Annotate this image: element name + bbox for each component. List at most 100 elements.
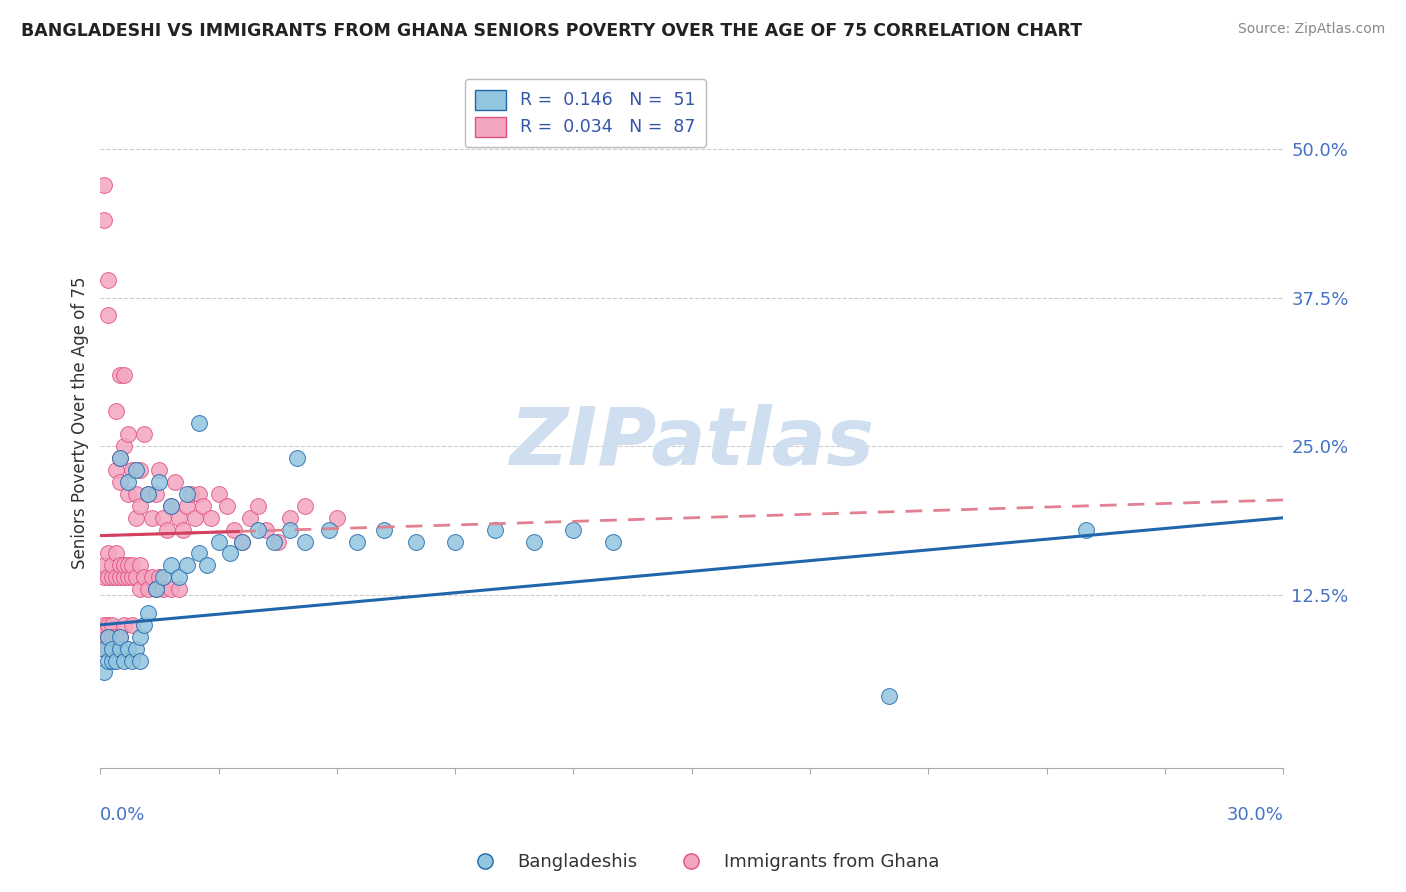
Point <box>108 558 131 573</box>
Point <box>108 630 131 644</box>
Point <box>184 510 207 524</box>
Point <box>121 463 143 477</box>
Point <box>125 463 148 477</box>
Point <box>97 618 120 632</box>
Point <box>602 534 624 549</box>
Point <box>128 499 150 513</box>
Point <box>215 499 238 513</box>
Text: BANGLADESHI VS IMMIGRANTS FROM GHANA SENIORS POVERTY OVER THE AGE OF 75 CORRELAT: BANGLADESHI VS IMMIGRANTS FROM GHANA SEN… <box>21 22 1083 40</box>
Point <box>105 463 128 477</box>
Point <box>160 499 183 513</box>
Point <box>176 487 198 501</box>
Point <box>128 558 150 573</box>
Point <box>326 510 349 524</box>
Point <box>167 582 190 597</box>
Point <box>132 427 155 442</box>
Point <box>97 630 120 644</box>
Point <box>877 690 900 704</box>
Point <box>278 523 301 537</box>
Point <box>346 534 368 549</box>
Point <box>195 558 218 573</box>
Point <box>287 451 309 466</box>
Point <box>121 618 143 632</box>
Point <box>165 475 187 489</box>
Point <box>176 558 198 573</box>
Point <box>167 510 190 524</box>
Point <box>1074 523 1097 537</box>
Point <box>187 416 209 430</box>
Point <box>93 558 115 573</box>
Point <box>219 546 242 560</box>
Point <box>101 654 124 668</box>
Point <box>125 641 148 656</box>
Point <box>148 570 170 584</box>
Point <box>101 570 124 584</box>
Point <box>93 641 115 656</box>
Point <box>207 534 229 549</box>
Point <box>105 570 128 584</box>
Point <box>145 582 167 597</box>
Point <box>101 630 124 644</box>
Legend: R =  0.146   N =  51, R =  0.034   N =  87: R = 0.146 N = 51, R = 0.034 N = 87 <box>464 79 706 147</box>
Point <box>152 510 174 524</box>
Point <box>117 558 139 573</box>
Y-axis label: Seniors Poverty Over the Age of 75: Seniors Poverty Over the Age of 75 <box>72 277 89 569</box>
Point <box>132 618 155 632</box>
Point <box>145 487 167 501</box>
Point <box>152 582 174 597</box>
Point <box>108 368 131 382</box>
Point <box>108 630 131 644</box>
Point <box>136 606 159 620</box>
Point <box>231 534 253 549</box>
Point <box>112 439 135 453</box>
Point <box>267 534 290 549</box>
Point <box>278 510 301 524</box>
Point <box>93 213 115 227</box>
Point <box>121 654 143 668</box>
Point <box>105 546 128 560</box>
Point <box>108 570 131 584</box>
Point <box>125 510 148 524</box>
Point <box>128 630 150 644</box>
Point <box>101 641 124 656</box>
Text: 0.0%: 0.0% <box>100 805 146 823</box>
Point <box>141 570 163 584</box>
Point <box>93 630 115 644</box>
Point <box>484 523 506 537</box>
Legend: Bangladeshis, Immigrants from Ghana: Bangladeshis, Immigrants from Ghana <box>460 847 946 879</box>
Point <box>200 510 222 524</box>
Point <box>117 427 139 442</box>
Point <box>523 534 546 549</box>
Point <box>231 534 253 549</box>
Point <box>172 523 194 537</box>
Point <box>108 451 131 466</box>
Point <box>97 570 120 584</box>
Point <box>105 654 128 668</box>
Point <box>101 618 124 632</box>
Point <box>117 570 139 584</box>
Point <box>247 499 270 513</box>
Point <box>128 463 150 477</box>
Point <box>132 570 155 584</box>
Point <box>125 487 148 501</box>
Point <box>294 534 316 549</box>
Point <box>112 558 135 573</box>
Point <box>136 487 159 501</box>
Text: 30.0%: 30.0% <box>1226 805 1284 823</box>
Point <box>318 523 340 537</box>
Point <box>128 654 150 668</box>
Point <box>224 523 246 537</box>
Point <box>247 523 270 537</box>
Point <box>160 499 183 513</box>
Point <box>108 475 131 489</box>
Point <box>93 665 115 680</box>
Point <box>187 546 209 560</box>
Point <box>180 487 202 501</box>
Point <box>112 618 135 632</box>
Point <box>121 558 143 573</box>
Point <box>405 534 427 549</box>
Point <box>97 641 120 656</box>
Point <box>167 570 190 584</box>
Point <box>125 570 148 584</box>
Point <box>444 534 467 549</box>
